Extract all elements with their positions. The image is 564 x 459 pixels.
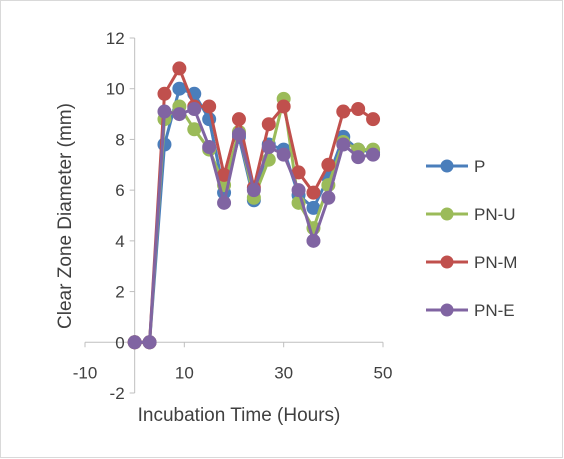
legend-label-pn-u: PN-U — [474, 205, 516, 224]
data-point-pn-m — [366, 112, 381, 127]
data-point-pn-e — [231, 127, 246, 142]
y-axis-title: Clear Zone Diameter (mm) — [55, 103, 76, 329]
data-point-p — [172, 81, 187, 96]
data-point-pn-e — [127, 335, 142, 350]
data-point-pn-e — [276, 147, 291, 162]
data-point-pn-e — [351, 150, 366, 165]
legend-marker-p — [440, 159, 454, 173]
data-point-pn-m — [261, 117, 276, 132]
legend-marker-pn-e — [440, 303, 454, 317]
x-axis-title: Incubation Time (Hours) — [138, 405, 341, 426]
data-point-pn-e — [246, 183, 261, 198]
data-point-pn-e — [366, 147, 381, 162]
data-point-pn-e — [172, 107, 187, 122]
data-point-pn-e — [261, 140, 276, 155]
y-tick-label: 10 — [106, 80, 125, 99]
data-point-pn-e — [202, 140, 217, 155]
y-tick-label: 2 — [115, 283, 124, 302]
data-point-pn-u — [187, 122, 202, 137]
data-point-pn-m — [321, 157, 336, 172]
data-point-pn-m — [336, 104, 351, 119]
x-tick-label: 50 — [374, 363, 393, 382]
legend-label-pn-e: PN-E — [474, 301, 515, 320]
legend-marker-pn-m — [440, 255, 454, 269]
y-tick-label: 4 — [115, 232, 124, 251]
data-point-pn-m — [231, 112, 246, 127]
data-point-pn-m — [276, 99, 291, 114]
series-line-p — [134, 87, 374, 344]
legend-marker-pn-u — [440, 207, 454, 221]
data-point-pn-e — [321, 190, 336, 205]
data-point-pn-e — [142, 335, 157, 350]
y-tick-label: -2 — [110, 384, 125, 403]
data-point-pn-e — [291, 183, 306, 198]
data-point-pn-m — [172, 61, 187, 76]
data-point-pn-e — [157, 104, 172, 119]
data-point-pn-m — [202, 99, 217, 114]
data-point-pn-e — [217, 195, 232, 210]
y-tick-label: 12 — [106, 29, 125, 48]
data-point-pn-m — [157, 86, 172, 101]
y-tick-label: 6 — [115, 181, 124, 200]
legend-label-p: P — [474, 157, 485, 176]
x-tick-label: 30 — [274, 363, 293, 382]
data-point-pn-e — [187, 102, 202, 116]
data-point-pn-e — [336, 137, 351, 152]
data-point-pn-m — [306, 185, 321, 200]
data-point-pn-e — [306, 233, 321, 248]
y-tick-label: 8 — [115, 130, 124, 149]
data-point-pn-m — [351, 102, 366, 116]
y-tick-label: 0 — [115, 333, 124, 352]
legend-label-pn-m: PN-M — [474, 253, 517, 272]
x-tick-label: -10 — [73, 363, 98, 382]
x-tick-label: 10 — [175, 363, 194, 382]
